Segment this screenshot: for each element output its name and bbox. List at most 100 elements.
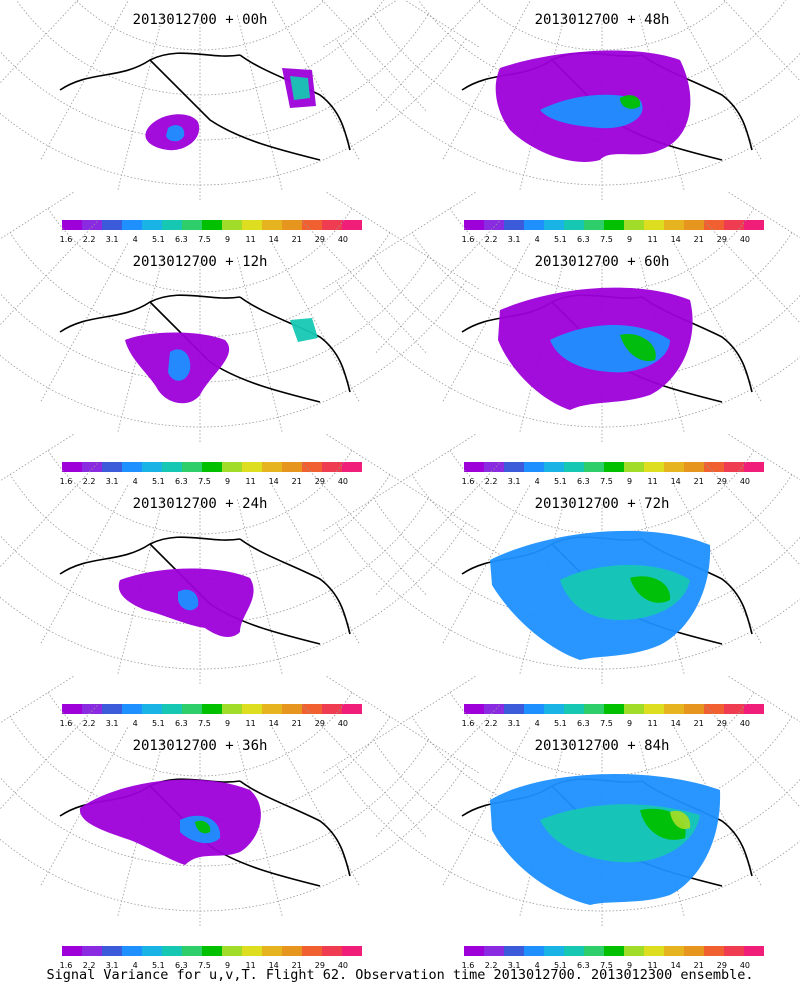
colorbar-swatch (342, 462, 362, 472)
colorbar-label: 7.5 (198, 477, 211, 486)
colorbar-swatch (504, 220, 524, 230)
colorbar-label: 1.6 (462, 719, 475, 728)
colorbar-swatch (484, 220, 504, 230)
colorbar-label: 7.5 (600, 961, 613, 970)
colorbar-swatch (704, 704, 724, 714)
coastline (239, 780, 351, 877)
colorbar-swatch (182, 462, 202, 472)
colorbar-swatch (182, 946, 202, 956)
colorbar-label: 21 (694, 235, 704, 244)
colorbar-swatch (544, 462, 564, 472)
colorbar-swatch (524, 704, 544, 714)
colorbar-swatch (102, 462, 122, 472)
colorbar-label: 9 (627, 235, 632, 244)
colorbar-label: 1.6 (462, 477, 475, 486)
colorbar-swatch (524, 462, 544, 472)
colorbar-label: 1.6 (60, 477, 73, 486)
colorbar-swatch (182, 704, 202, 714)
variance-contour (166, 125, 185, 142)
colorbar-swatch (162, 946, 182, 956)
colorbar-label: 3.1 (106, 235, 119, 244)
variance-field (498, 287, 693, 410)
colorbar-swatch (222, 946, 242, 956)
colorbar-swatch (464, 220, 484, 230)
colorbar-swatch (604, 220, 624, 230)
colorbar-swatch (222, 220, 242, 230)
colorbar-swatch (142, 704, 162, 714)
colorbar-label: 14 (671, 719, 681, 728)
coastline (239, 54, 351, 151)
colorbar-label: 6.3 (175, 235, 188, 244)
colorbar-swatch (724, 946, 744, 956)
colorbar-label: 11 (246, 235, 256, 244)
coastline (239, 296, 351, 393)
colorbar-label: 21 (694, 961, 704, 970)
colorbar-swatch (464, 704, 484, 714)
colorbar-label: 3.1 (106, 477, 119, 486)
colorbar-label: 2.2 (485, 961, 498, 970)
colorbar-label: 40 (740, 961, 750, 970)
colorbar-swatch (604, 462, 624, 472)
colorbar-swatch (262, 946, 282, 956)
colorbar-swatch (604, 946, 624, 956)
colorbar-label: 2.2 (83, 477, 96, 486)
colorbar-swatch (102, 946, 122, 956)
colorbar-label: 21 (694, 719, 704, 728)
colorbar-swatch (744, 704, 764, 714)
colorbar-label: 29 (315, 961, 325, 970)
colorbar-label: 7.5 (198, 235, 211, 244)
colorbar-swatch (322, 462, 342, 472)
colorbar-label: 11 (246, 719, 256, 728)
colorbar-swatch (704, 946, 724, 956)
colorbar-label: 21 (292, 477, 302, 486)
colorbar-label: 2.2 (485, 477, 498, 486)
colorbar-label: 40 (740, 719, 750, 728)
colorbar-swatch (342, 220, 362, 230)
colorbar-label: 40 (338, 961, 348, 970)
colorbar-swatch (684, 946, 704, 956)
variance-field (125, 318, 318, 404)
colorbar-swatch (302, 704, 322, 714)
colorbar-swatch (504, 704, 524, 714)
colorbar-swatch (302, 462, 322, 472)
colorbar-label: 1.6 (462, 235, 475, 244)
colorbar-label: 7.5 (600, 719, 613, 728)
colorbar-swatch (744, 946, 764, 956)
colorbar-swatch (122, 220, 142, 230)
colorbar-swatch (624, 462, 644, 472)
colorbar-label: 14 (671, 961, 681, 970)
colorbar-swatch (162, 462, 182, 472)
colorbar-label: 4 (535, 235, 540, 244)
colorbar-swatch (322, 220, 342, 230)
colorbar-swatch (484, 946, 504, 956)
colorbar-swatch (684, 462, 704, 472)
colorbar-label: 9 (627, 961, 632, 970)
colorbar-swatch (724, 704, 744, 714)
colorbar-label: 40 (740, 477, 750, 486)
colorbar-swatch (62, 946, 82, 956)
colorbar-swatch (604, 704, 624, 714)
colorbar-swatch (162, 704, 182, 714)
colorbar-swatch (664, 946, 684, 956)
colorbar-swatch (684, 704, 704, 714)
colorbar-swatch (62, 704, 82, 714)
coastline (149, 59, 321, 161)
variance-contour (79, 779, 261, 865)
colorbar-label: 5.1 (152, 719, 165, 728)
colorbar-label: 7.5 (600, 235, 613, 244)
colorbar-swatch (564, 704, 584, 714)
colorbar-swatch (524, 946, 544, 956)
colorbar-swatch (684, 220, 704, 230)
colorbar-swatch (62, 220, 82, 230)
colorbar-swatch (704, 462, 724, 472)
variance-contour (168, 349, 191, 381)
colorbar-swatch (644, 946, 664, 956)
colorbar-label: 5.1 (554, 235, 567, 244)
variance-field (79, 779, 261, 865)
